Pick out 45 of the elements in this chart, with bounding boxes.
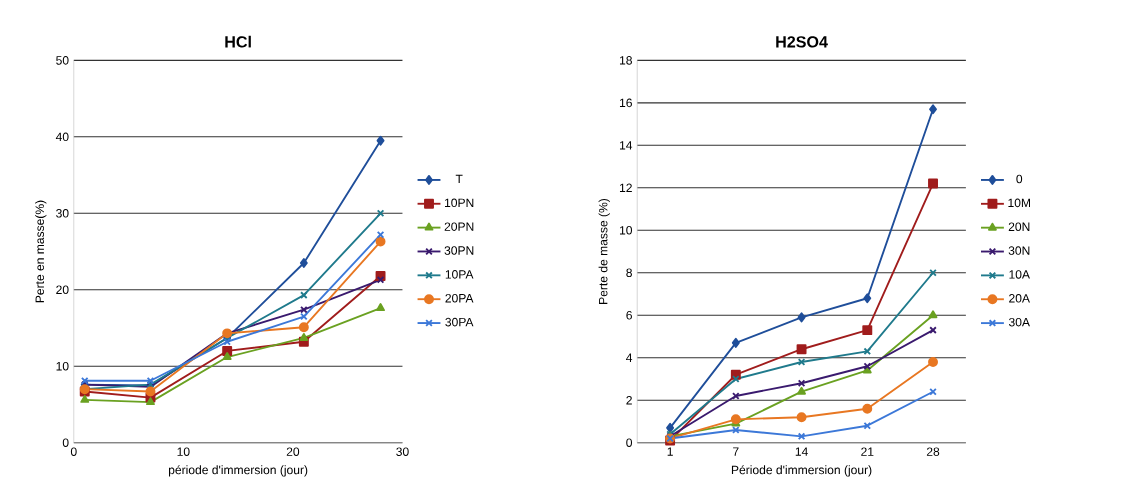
legend-label: 10PN — [445, 198, 474, 208]
y-tick-label: 4 — [626, 353, 633, 362]
y-tick-label: 0 — [62, 438, 69, 447]
y-tick-label: 40 — [55, 132, 69, 142]
y-tick-label: 6 — [626, 310, 632, 320]
legend-label: 10PA — [445, 270, 474, 279]
x-tick-label: 28 — [926, 447, 940, 456]
y-tick-label: 16 — [619, 98, 632, 108]
y-axis-title: Perte en masse(%) — [35, 200, 47, 303]
chart-title: H2SO4 — [776, 36, 828, 48]
y-axis-title: Perte de masse (%) — [598, 198, 610, 304]
y-tick-label: 14 — [619, 141, 633, 150]
x-tick-label: 1 — [667, 447, 673, 456]
x-axis-title: période d'immersion (jour) — [168, 465, 308, 477]
y-tick-label: 10 — [619, 225, 633, 235]
legend-label: 20N — [1008, 222, 1030, 231]
x-tick-label: 21 — [861, 447, 874, 456]
legend-label: 30A — [1008, 317, 1030, 327]
y-tick-label: 8 — [626, 268, 632, 278]
legend-label: 0 — [1016, 174, 1023, 184]
x-tick-label: 20 — [286, 447, 300, 456]
y-tick-label: 2 — [626, 395, 632, 405]
x-tick-label: 30 — [396, 447, 409, 456]
y-tick-label: 12 — [619, 183, 632, 192]
legend-label: T — [455, 174, 463, 184]
legend-label: 20A — [1009, 293, 1030, 303]
legend-label: 20PN — [444, 222, 474, 231]
legend-label: 10M — [1008, 198, 1030, 208]
y-tick-label: 20 — [56, 285, 69, 295]
x-tick-label: 14 — [795, 447, 808, 456]
y-tick-label: 0 — [626, 438, 633, 447]
y-tick-label: 10 — [56, 361, 69, 371]
y-tick-label: 30 — [56, 208, 69, 218]
y-tick-label: 50 — [56, 56, 69, 65]
x-axis-title: Période d'immersion (jour) — [731, 465, 872, 477]
y-tick-label: 18 — [619, 56, 632, 65]
x-tick-label: 7 — [733, 447, 739, 456]
x-tick-label: 10 — [177, 447, 190, 456]
legend-label: 30PA — [445, 317, 474, 327]
legend-label: 30PN — [444, 246, 474, 255]
legend-label: 20PA — [445, 293, 474, 303]
legend-label: 30N — [1008, 246, 1030, 255]
x-tick-label: 0 — [70, 447, 77, 456]
legend-label: 10A — [1009, 270, 1030, 279]
chart-title: HCl — [225, 35, 251, 48]
